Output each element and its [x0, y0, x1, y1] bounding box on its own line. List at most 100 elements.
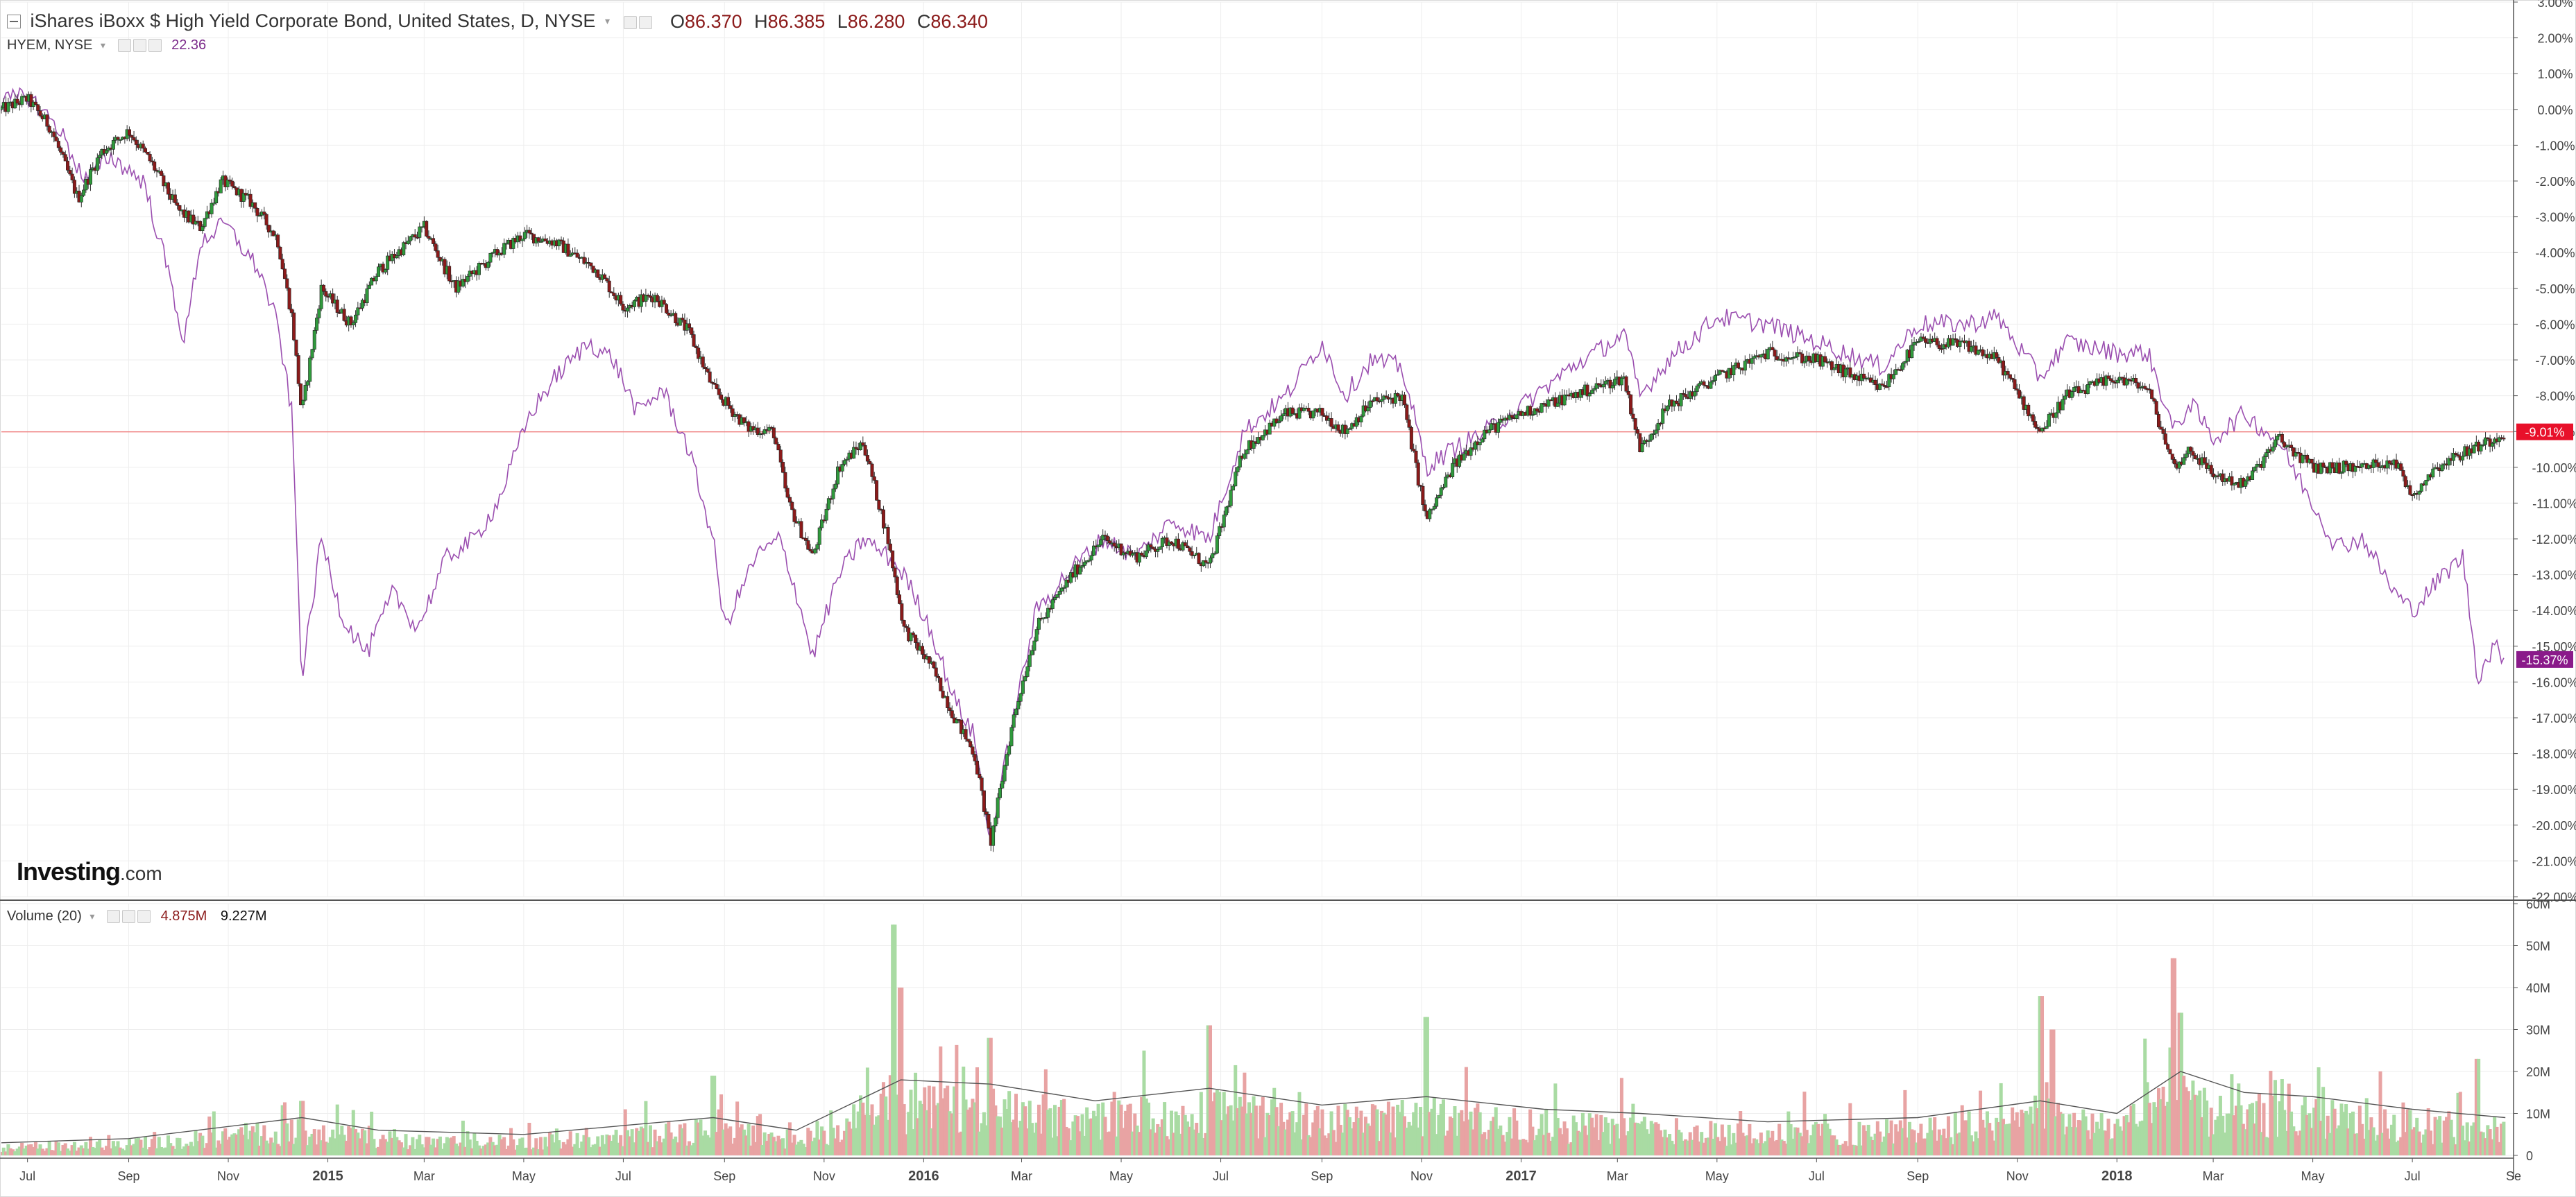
candle-up — [813, 549, 817, 553]
volume-bar-up — [1544, 1110, 1549, 1155]
volume-bar-up — [266, 1143, 271, 1155]
volume-bar-down — [2104, 1130, 2108, 1155]
volume-bar-up — [978, 1131, 982, 1155]
volume-bar-up — [141, 1147, 145, 1155]
volume-bar-up — [1270, 1099, 1274, 1155]
volume-bar-up — [2140, 1120, 2144, 1155]
volume-bar-down — [1211, 1101, 1215, 1155]
volume-bar-up — [2131, 1103, 2135, 1155]
volume-bar-up — [1823, 1114, 1827, 1155]
volume-bar-up — [2449, 1119, 2453, 1155]
collapse-icon[interactable] — [7, 14, 21, 28]
candle-up — [833, 483, 837, 490]
candle-down — [1807, 355, 1811, 361]
volume-bar-up — [395, 1137, 399, 1155]
volume-bar-up — [621, 1146, 625, 1155]
candle-up — [1016, 700, 1021, 709]
candle-down — [141, 144, 145, 149]
volume-bar-up — [1087, 1119, 1091, 1155]
volume-tick-label: 0 — [2526, 1149, 2533, 1163]
candle-up — [383, 269, 387, 273]
volume-bar-up — [429, 1144, 433, 1155]
volume-bar-up — [340, 1126, 344, 1155]
volume-bar-up — [1412, 1112, 1416, 1155]
volume-bar-up — [1458, 1112, 1462, 1155]
volume-bar-up — [589, 1147, 593, 1155]
volume-bar-up — [2070, 1126, 2074, 1155]
volume-bar-up — [1, 1147, 6, 1155]
candle-down — [978, 774, 982, 779]
volume-bar-up — [998, 1116, 1002, 1155]
chevron-down-icon[interactable]: ▾ — [604, 15, 610, 27]
candle-down — [756, 427, 760, 436]
volume-bar-down — [8, 1148, 12, 1155]
candle-down — [674, 313, 678, 324]
visibility-icon[interactable] — [623, 15, 637, 29]
volume-bar-down — [1530, 1126, 1535, 1155]
candle-down — [232, 186, 237, 189]
volume-bar-down — [950, 1113, 954, 1155]
volume-bar-up — [335, 1104, 339, 1155]
volume-bar-up — [1809, 1135, 1814, 1155]
volume-bar-up — [1857, 1121, 1861, 1155]
volume-bar-up — [1508, 1117, 1512, 1155]
volume-bar-down — [1037, 1104, 1041, 1155]
volume-bar-down — [2310, 1128, 2314, 1155]
time-tick-label: Jul — [1213, 1169, 1229, 1183]
candle-up — [1878, 384, 1882, 390]
price-tick-label: -22.00% — [2532, 890, 2576, 904]
volume-bar-up — [1455, 1135, 1459, 1155]
chevron-down-icon[interactable]: ▾ — [100, 40, 105, 51]
volume-bar-down — [347, 1126, 351, 1155]
candle-down — [2152, 398, 2156, 402]
candle-down — [868, 460, 872, 465]
candle-up — [351, 322, 355, 325]
candle-down — [589, 262, 593, 266]
volume-bar-down — [927, 1085, 931, 1155]
volume-bar-down — [289, 1119, 293, 1155]
close-icon[interactable] — [148, 39, 162, 53]
volume-bar-down — [1864, 1130, 1868, 1155]
volume-bar-down — [82, 1148, 86, 1155]
candle-down — [803, 537, 808, 541]
candle-up — [2273, 439, 2277, 447]
settings-icon[interactable] — [133, 39, 146, 53]
volume-bar-down — [2232, 1115, 2236, 1155]
volume-bar-up — [454, 1143, 458, 1155]
chevron-down-icon[interactable]: ▾ — [89, 911, 95, 922]
candle-down — [2013, 379, 2017, 389]
candle-up — [1795, 352, 1800, 357]
volume-bar-down — [756, 1116, 760, 1155]
volume-bar-down — [344, 1140, 348, 1155]
volume-bar-up — [852, 1104, 856, 1155]
candle-down — [605, 278, 609, 282]
candle-up — [1245, 449, 1249, 455]
close-icon[interactable] — [137, 910, 151, 924]
volume-bar-down — [1599, 1114, 1603, 1155]
candle-down — [230, 180, 234, 187]
candle-up — [2232, 483, 2236, 485]
candle-down — [536, 237, 540, 242]
candle-up — [1382, 395, 1386, 400]
candle-up — [1469, 447, 1473, 456]
settings-icon[interactable] — [638, 15, 652, 29]
volume-bar-up — [1555, 1118, 1560, 1155]
settings-icon[interactable] — [122, 910, 135, 924]
candle-up — [1101, 535, 1105, 540]
candle-up — [2262, 456, 2266, 468]
volume-bar-up — [2289, 1111, 2294, 1155]
candle-down — [1176, 538, 1180, 549]
candle-down — [134, 139, 138, 145]
main-legend: iShares iBoxx $ High Yield Corporate Bon… — [7, 10, 988, 33]
volume-bar-down — [205, 1143, 209, 1155]
price-tick-label: -6.00% — [2535, 318, 2575, 331]
candle-down — [694, 346, 698, 349]
visibility-icon[interactable] — [117, 39, 131, 53]
candle-down — [191, 214, 196, 225]
visibility-icon[interactable] — [107, 910, 120, 924]
volume-bar-down — [1315, 1105, 1320, 1155]
candle-up — [312, 330, 316, 350]
volume-bar-down — [399, 1142, 403, 1155]
volume-bar-down — [1313, 1110, 1317, 1155]
volume-bar-down — [500, 1139, 504, 1155]
